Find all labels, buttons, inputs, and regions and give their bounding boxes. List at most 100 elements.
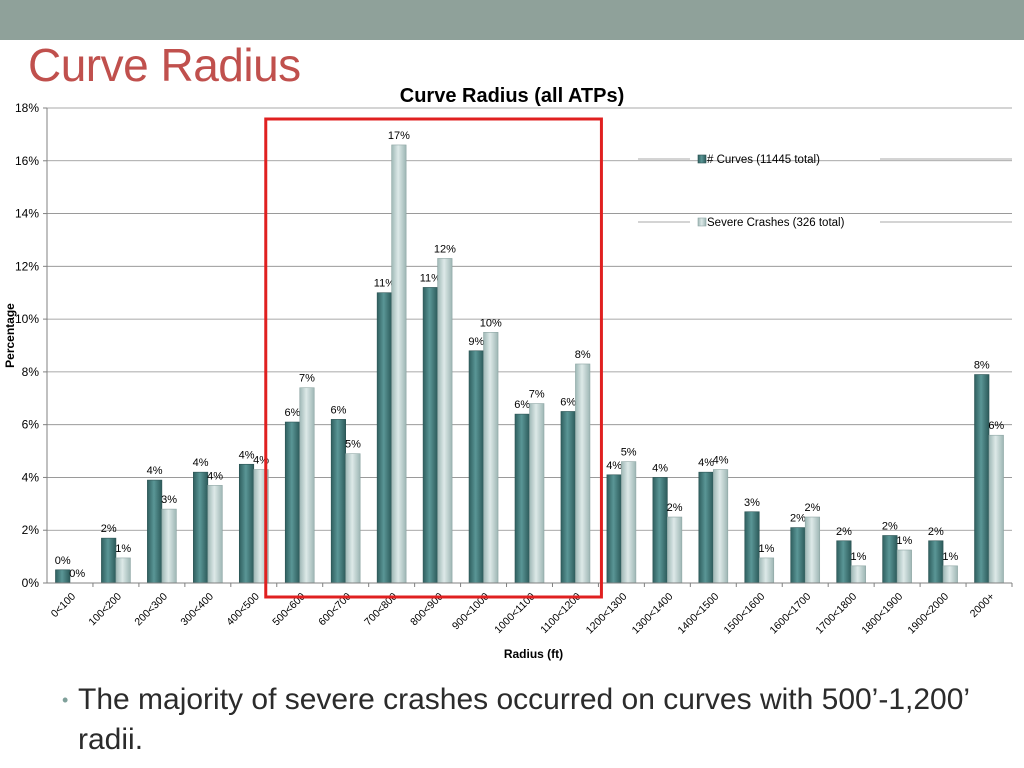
data-label: 4% bbox=[698, 457, 714, 469]
top-band bbox=[0, 0, 1024, 40]
x-tick-label: 1300<1400 bbox=[630, 591, 676, 637]
bar-crashes bbox=[437, 258, 453, 584]
data-label: 8% bbox=[974, 360, 990, 372]
data-label: 4% bbox=[207, 470, 223, 482]
bar-curves bbox=[606, 474, 622, 584]
y-tick-label: 0% bbox=[22, 576, 40, 590]
data-label: 1% bbox=[115, 543, 131, 555]
bar-curves bbox=[652, 477, 668, 584]
bar-crashes bbox=[988, 434, 1004, 584]
data-label: 1% bbox=[759, 543, 775, 555]
y-tick-label: 12% bbox=[15, 259, 39, 273]
y-axis: 0% 2% 4% 6% 8% 10% 12% 14% 16% 18% bbox=[15, 101, 48, 590]
x-tick-label: 1600<1700 bbox=[767, 591, 813, 637]
data-label: 6% bbox=[285, 407, 301, 419]
bar-crashes bbox=[621, 461, 637, 584]
y-tick-label: 14% bbox=[15, 207, 39, 221]
bar-curves bbox=[974, 374, 990, 584]
x-tick-label: 1400<1500 bbox=[676, 591, 722, 637]
data-label: 0% bbox=[55, 555, 71, 567]
data-label: 1% bbox=[942, 551, 958, 563]
data-label: 7% bbox=[299, 373, 315, 385]
x-tick-label: 1500<1600 bbox=[722, 591, 768, 637]
x-tick-label: 400<500 bbox=[224, 591, 262, 629]
y-tick-label: 18% bbox=[15, 101, 39, 115]
x-tick-label: 0<100 bbox=[49, 591, 78, 620]
x-tick-label: 200<300 bbox=[132, 591, 170, 629]
highlight-box bbox=[264, 117, 603, 599]
bar-curves bbox=[882, 535, 898, 584]
y-tick-label: 8% bbox=[22, 365, 40, 379]
bar-crashes bbox=[713, 469, 729, 584]
chart-title: Curve Radius (all ATPs) bbox=[400, 85, 625, 107]
bar-crashes bbox=[850, 565, 866, 584]
data-label: 3% bbox=[161, 494, 177, 506]
bar-crashes bbox=[529, 403, 545, 584]
bar-crashes bbox=[942, 565, 958, 584]
bar-crashes bbox=[115, 557, 131, 584]
bar-curves bbox=[238, 463, 255, 584]
data-label: 7% bbox=[529, 389, 545, 401]
bar-crashes bbox=[667, 516, 683, 584]
bar-curves bbox=[101, 537, 117, 584]
bar-crashes bbox=[758, 557, 775, 584]
bar-curves bbox=[744, 511, 760, 584]
bar-chart: Curve Radius (all ATPs) 0% 2% 4% 6% 8% 10% 12%… bbox=[3, 85, 1013, 661]
data-label: 2% bbox=[836, 526, 852, 538]
data-label: 2% bbox=[101, 523, 117, 535]
bar-crashes bbox=[299, 387, 315, 584]
x-tick-label: 2000+ bbox=[968, 591, 997, 620]
data-label: 1% bbox=[850, 551, 866, 563]
bullet-dot-icon: • bbox=[62, 690, 69, 710]
x-tick-label: 100<200 bbox=[86, 591, 124, 629]
bar-curves bbox=[330, 419, 346, 584]
data-label: 6% bbox=[988, 420, 1004, 432]
y-tick-label: 16% bbox=[15, 154, 39, 168]
data-label: 6% bbox=[330, 404, 346, 416]
bar-curves bbox=[284, 421, 301, 584]
y-tick-label: 10% bbox=[15, 312, 39, 326]
x-tick-label: 1800<1900 bbox=[859, 591, 905, 637]
x-axis-label: Radius (ft) bbox=[504, 647, 563, 661]
y-tick-label: 4% bbox=[22, 470, 40, 484]
data-label: 4% bbox=[147, 465, 163, 477]
bar-curves bbox=[836, 540, 852, 584]
data-label: 11% bbox=[374, 278, 395, 290]
bar-curves bbox=[514, 413, 530, 584]
bar-curves bbox=[422, 287, 438, 584]
data-label: 9% bbox=[468, 336, 484, 348]
data-label: 12% bbox=[434, 243, 456, 255]
x-tick-label: 1700<1800 bbox=[813, 591, 859, 637]
data-label: 2% bbox=[805, 502, 821, 514]
bar-crashes bbox=[575, 363, 591, 584]
bar-crashes bbox=[483, 332, 499, 584]
data-label: 6% bbox=[514, 399, 530, 411]
bar-crashes bbox=[345, 453, 361, 584]
data-label: 2% bbox=[882, 521, 898, 533]
bar-curves bbox=[468, 350, 484, 584]
legend-label-curves: # Curves (11445 total) bbox=[707, 154, 820, 166]
x-tick-label: 1900<2000 bbox=[905, 591, 951, 637]
data-label: 0% bbox=[69, 568, 85, 580]
bars: 0%0%2%1%4%3%4%4%4%4%6%7%6%5%11%17%11%12%… bbox=[55, 130, 1004, 584]
bar-crashes bbox=[804, 516, 821, 584]
data-label: 4% bbox=[193, 457, 209, 469]
data-label: 5% bbox=[621, 447, 637, 459]
bar-curves bbox=[790, 527, 806, 584]
data-label: 8% bbox=[575, 349, 591, 361]
data-label: 4% bbox=[239, 449, 255, 461]
slide-title: Curve Radius bbox=[28, 39, 301, 91]
y-axis-label: Percentage bbox=[3, 303, 17, 368]
y-tick-label: 6% bbox=[22, 418, 40, 432]
data-label: 11% bbox=[420, 272, 441, 284]
legend-swatch-curves bbox=[697, 154, 707, 164]
bar-curves bbox=[147, 479, 163, 584]
bar-crashes bbox=[391, 144, 407, 584]
legend-label-crashes: Severe Crashes (326 total) bbox=[707, 217, 845, 229]
bar-curves bbox=[560, 411, 576, 584]
x-axis: 0<100 100<200 200<300 300<400 400<500 500<600… bbox=[47, 582, 1013, 637]
data-label: 4% bbox=[606, 460, 622, 472]
data-label: 2% bbox=[928, 526, 944, 538]
data-label: 2% bbox=[667, 502, 683, 514]
data-label: 1% bbox=[896, 535, 912, 547]
